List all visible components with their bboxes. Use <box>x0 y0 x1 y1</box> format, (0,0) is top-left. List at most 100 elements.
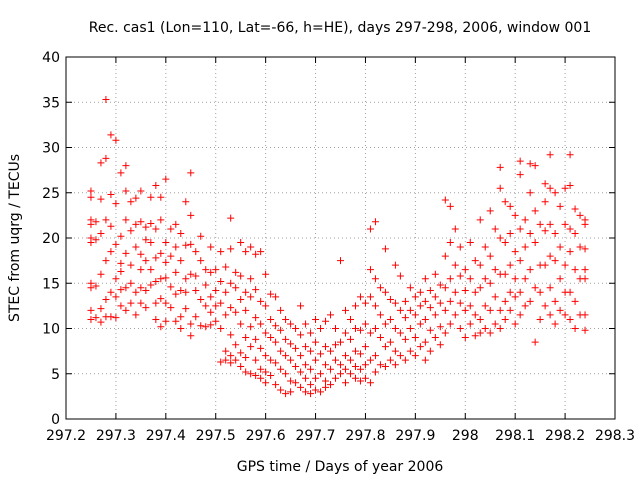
x-tick-label: 297.3 <box>96 428 136 444</box>
data-point <box>456 325 464 332</box>
data-point <box>346 335 354 343</box>
data-point <box>451 225 459 233</box>
data-point <box>92 218 100 226</box>
data-point <box>172 290 180 298</box>
data-point <box>496 184 504 192</box>
data-point <box>257 320 265 328</box>
data-point <box>302 361 310 369</box>
data-point <box>127 198 135 206</box>
data-point <box>312 315 320 323</box>
data-point <box>197 296 205 304</box>
data-point <box>581 245 589 253</box>
data-point <box>337 370 344 378</box>
data-point <box>182 275 190 283</box>
data-point <box>551 189 559 197</box>
data-point <box>257 344 265 352</box>
data-point <box>127 299 135 307</box>
data-point <box>566 248 574 256</box>
data-point <box>297 383 305 391</box>
data-point <box>322 317 330 325</box>
data-point <box>247 370 255 378</box>
data-point <box>436 281 444 289</box>
data-point <box>571 205 579 213</box>
data-point <box>496 163 504 171</box>
data-point <box>157 295 165 303</box>
data-point <box>396 272 404 280</box>
data-point <box>207 243 215 251</box>
data-point <box>297 352 305 360</box>
data-point <box>112 293 120 301</box>
data-point <box>292 379 300 387</box>
data-point <box>132 311 140 319</box>
data-point <box>252 250 260 258</box>
data-point <box>361 361 369 369</box>
data-point <box>531 284 539 292</box>
data-point <box>526 297 534 305</box>
data-point <box>546 151 554 159</box>
data-point <box>451 311 459 319</box>
data-point <box>551 257 559 265</box>
data-point <box>576 211 584 219</box>
data-point <box>297 368 305 376</box>
data-point <box>526 266 534 274</box>
data-point <box>132 243 140 251</box>
data-point <box>561 184 569 192</box>
y-tick-label: 10 <box>42 322 60 338</box>
data-point <box>207 321 215 329</box>
data-point <box>262 352 270 360</box>
data-point <box>117 302 125 310</box>
data-point <box>436 299 444 307</box>
data-point <box>102 216 110 224</box>
data-point <box>257 297 265 305</box>
data-point <box>471 311 479 319</box>
data-point <box>366 329 374 337</box>
data-point <box>212 317 220 325</box>
data-point <box>441 252 449 260</box>
data-point <box>371 302 379 310</box>
data-point <box>167 225 175 233</box>
data-point <box>102 296 110 304</box>
data-point <box>102 96 110 104</box>
data-point <box>546 184 554 192</box>
data-point <box>341 329 349 337</box>
data-point <box>147 193 155 201</box>
grid-lines <box>66 57 615 419</box>
data-point <box>237 272 245 280</box>
data-point <box>526 189 534 197</box>
data-point <box>222 311 230 319</box>
data-point <box>337 361 344 369</box>
data-point <box>446 239 454 247</box>
data-point <box>451 261 459 269</box>
data-point <box>486 279 494 287</box>
data-point <box>217 325 225 332</box>
x-tick-label: 297.8 <box>345 428 385 444</box>
data-point <box>277 326 285 334</box>
data-point <box>307 365 315 373</box>
data-point <box>287 356 295 364</box>
data-point <box>127 261 135 269</box>
data-point <box>536 220 544 228</box>
y-tick-label: 20 <box>42 231 60 247</box>
data-points <box>87 96 589 398</box>
data-point <box>112 136 120 144</box>
data-point <box>322 377 330 385</box>
y-tick-label: 15 <box>42 276 60 292</box>
data-point <box>292 325 300 332</box>
data-point <box>501 239 509 247</box>
data-point <box>351 363 359 371</box>
data-point <box>481 243 489 251</box>
data-point <box>252 335 260 343</box>
data-point <box>217 248 225 256</box>
data-point <box>561 220 569 228</box>
data-point <box>521 302 529 310</box>
data-point <box>87 193 95 201</box>
data-point <box>341 352 349 360</box>
data-point <box>112 275 120 283</box>
data-point <box>327 381 335 389</box>
data-point <box>102 154 110 162</box>
data-point <box>227 304 235 312</box>
data-point <box>351 374 359 382</box>
data-point <box>262 270 270 278</box>
data-point <box>207 308 215 316</box>
